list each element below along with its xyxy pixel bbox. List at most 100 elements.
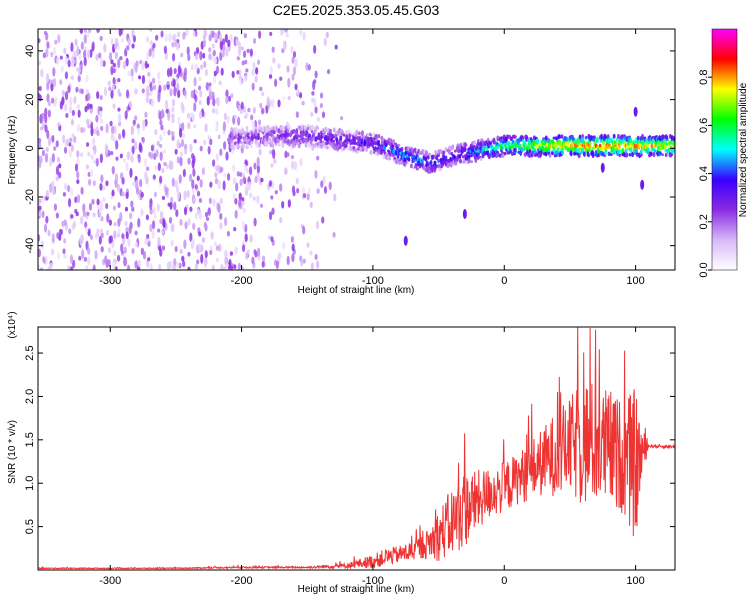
noise-mark [72, 259, 76, 269]
noise-mark [136, 123, 140, 130]
noise-mark [137, 128, 141, 136]
noise-mark [45, 215, 49, 224]
noise-mark [99, 118, 104, 124]
noise-mark [177, 65, 182, 75]
noise-mark [159, 175, 163, 184]
noise-mark [75, 86, 79, 93]
signal-mark [639, 149, 643, 155]
noise-mark [294, 83, 298, 91]
signal-mark [536, 138, 540, 144]
noise-mark [98, 235, 102, 245]
signal-mark [416, 167, 419, 171]
signal-mark [548, 153, 552, 158]
noise-mark [241, 244, 246, 253]
signal-mark [636, 135, 640, 141]
noise-mark [171, 135, 175, 142]
noise-mark [147, 257, 151, 262]
noise-mark [56, 252, 61, 260]
noise-mark [171, 177, 175, 187]
signal-mark [266, 125, 270, 129]
noise-mark [117, 218, 121, 227]
signal-mark [547, 137, 551, 144]
signal-mark [604, 151, 608, 155]
noise-mark [312, 80, 316, 91]
noise-mark [248, 192, 253, 198]
noise-mark [151, 77, 156, 84]
noise-mark [88, 118, 92, 125]
noise-mark [79, 236, 83, 246]
signal-mark [356, 136, 360, 140]
noise-mark [80, 186, 84, 195]
signal-mark [598, 143, 602, 148]
noise-mark [255, 67, 259, 75]
signal-mark [288, 124, 292, 129]
noise-mark [76, 179, 80, 184]
signal-mark [365, 147, 368, 152]
noise-mark [96, 228, 100, 238]
noise-mark [187, 53, 191, 62]
noise-mark [152, 42, 156, 49]
signal-mark [492, 139, 496, 145]
signal-mark [429, 159, 433, 166]
noise-mark [234, 209, 238, 219]
noise-mark [89, 103, 93, 109]
signal-mark [476, 156, 480, 160]
noise-mark [50, 81, 54, 92]
noise-mark [52, 77, 57, 88]
signal-mark [510, 136, 513, 141]
signal-mark [280, 129, 283, 135]
noise-mark [213, 240, 217, 247]
noise-mark [290, 46, 294, 54]
signal-mark [602, 141, 605, 146]
noise-mark [73, 138, 77, 144]
noise-mark [179, 151, 183, 157]
noise-mark [95, 114, 99, 123]
signal-mark [261, 139, 265, 145]
noise-mark [60, 65, 64, 73]
signal-mark [628, 152, 632, 157]
noise-mark [40, 68, 44, 78]
noise-mark [205, 82, 209, 91]
noise-mark [181, 133, 186, 139]
signal-mark [577, 152, 581, 159]
noise-mark [295, 111, 299, 118]
signal-mark [363, 140, 367, 146]
noise-mark [219, 222, 223, 230]
noise-mark [63, 47, 67, 55]
noise-mark [218, 34, 223, 43]
signal-mark [326, 145, 329, 150]
noise-mark [208, 197, 212, 205]
signal-mark [239, 135, 243, 140]
noise-mark [198, 231, 202, 237]
noise-mark [177, 31, 181, 38]
signal-mark [413, 148, 417, 151]
noise-mark [46, 129, 50, 140]
noise-mark [224, 249, 228, 259]
noise-mark [236, 101, 240, 106]
noise-mark [257, 30, 262, 39]
noise-mark [157, 236, 161, 247]
noise-mark [90, 154, 94, 160]
colorbar-label: Normalized spectral amplitude [738, 82, 749, 217]
noise-mark [237, 41, 242, 50]
noise-mark [134, 230, 138, 236]
noise-mark [106, 213, 110, 223]
noise-mark [171, 116, 175, 124]
noise-mark [94, 249, 98, 260]
noise-mark [187, 266, 191, 270]
noise-mark [67, 265, 71, 270]
noise-mark [102, 185, 106, 191]
signal-mark [286, 131, 290, 138]
noise-mark [186, 112, 191, 120]
noise-mark [207, 207, 211, 216]
signal-mark [635, 152, 639, 157]
noise-mark [68, 106, 73, 114]
signal-mark [238, 129, 242, 134]
noise-mark [113, 42, 118, 50]
noise-mark [170, 240, 174, 247]
noise-mark [85, 265, 89, 270]
signal-mark [383, 145, 387, 151]
noise-mark [63, 238, 67, 244]
noise-mark [117, 227, 121, 235]
noise-mark [57, 122, 61, 127]
